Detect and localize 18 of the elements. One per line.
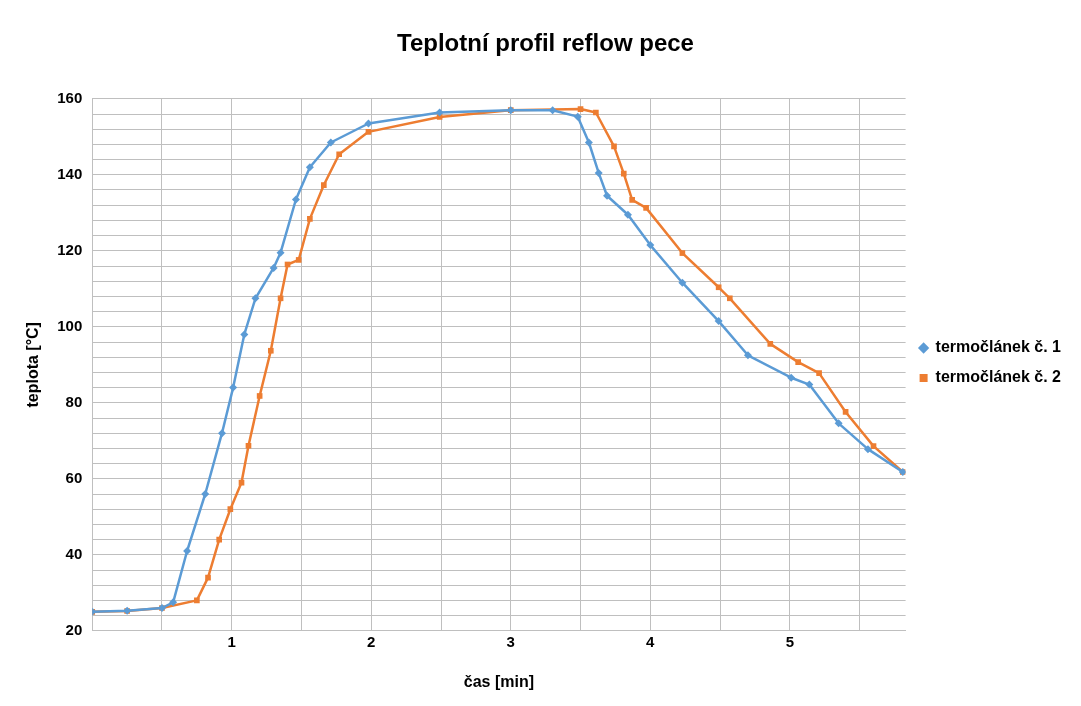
x-tick-label: 4 [646, 632, 656, 650]
x-axis-title: čas [min] [463, 672, 535, 690]
x-tick-label: 1 [227, 632, 236, 650]
y-axis-title: teplota [°C] [24, 322, 42, 408]
chart-title: Teplotní profil reflow pece [397, 29, 694, 57]
y-tick-label: 80 [65, 392, 83, 410]
y-tick-label: 140 [57, 164, 83, 182]
y-tick-label: 60 [65, 468, 83, 486]
y-tick-label: 20 [65, 620, 83, 638]
x-tick-label: 2 [367, 632, 376, 650]
y-tick-label: 120 [57, 240, 83, 258]
legend-label: termočlánek č. 1 [935, 338, 1062, 356]
x-tick-label: 5 [785, 632, 794, 650]
legend-label: termočlánek č. 2 [935, 368, 1062, 386]
y-tick-label: 100 [57, 316, 83, 334]
y-tick-label: 160 [57, 88, 83, 106]
y-tick-label: 40 [65, 544, 83, 562]
x-tick-label: 3 [506, 632, 515, 650]
